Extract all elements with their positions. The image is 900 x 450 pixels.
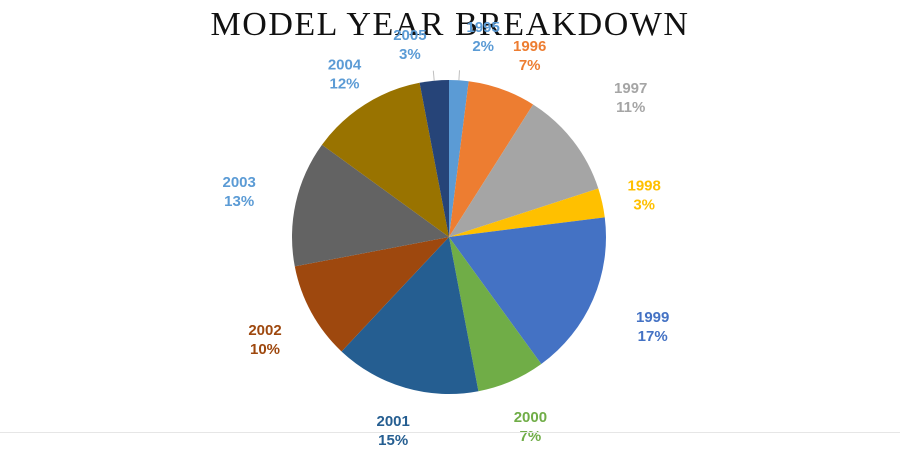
slice-percent-2003: 13% xyxy=(224,193,254,210)
pie-slice-1996 xyxy=(449,81,534,238)
pie-slice-1995 xyxy=(449,80,469,237)
pie-slice-1997 xyxy=(449,104,599,237)
slice-label-2001: 2001 xyxy=(377,413,410,430)
slice-percent-1996: 7% xyxy=(519,57,541,74)
slice-percent-2002: 10% xyxy=(250,341,280,358)
slice-label-1998: 1998 xyxy=(628,177,661,194)
pie-slice-2003 xyxy=(291,144,449,267)
slice-percent-1999: 17% xyxy=(638,328,668,345)
chart-title: MODEL YEAR BREAKDOWN xyxy=(210,6,690,43)
pie-slice-2004 xyxy=(321,82,449,237)
pie-slice-2005 xyxy=(419,80,449,237)
pie-slice-1999 xyxy=(449,217,606,365)
slice-percent-2004: 12% xyxy=(329,75,359,92)
pie-slice-2001 xyxy=(341,237,479,395)
slice-label-1996: 1996 xyxy=(513,38,546,55)
pie-slice-2002 xyxy=(294,237,449,352)
slice-percent-2001: 15% xyxy=(378,432,408,449)
leader-line-2005 xyxy=(432,70,435,81)
slice-label-2003: 2003 xyxy=(223,174,256,191)
pie-slice-1998 xyxy=(449,188,605,237)
slice-label-2005: 2005 xyxy=(393,27,426,44)
slice-percent-1998: 3% xyxy=(633,196,655,213)
pie-slice-2000 xyxy=(449,237,542,392)
slice-label-2002: 2002 xyxy=(248,322,281,339)
slice-label-1999: 1999 xyxy=(636,309,669,326)
slice-percent-1995: 2% xyxy=(472,38,494,55)
divider xyxy=(0,432,900,433)
slice-label-2004: 2004 xyxy=(328,56,362,73)
slice-percent-2005: 3% xyxy=(399,46,421,63)
slice-label-2000: 2000 xyxy=(514,409,547,426)
slice-percent-2000: 7% xyxy=(520,428,542,445)
leader-line-1995 xyxy=(458,70,460,81)
slice-label-1995: 1995 xyxy=(467,19,500,36)
slice-label-1997: 1997 xyxy=(614,80,647,97)
slice-percent-1997: 11% xyxy=(616,99,645,116)
